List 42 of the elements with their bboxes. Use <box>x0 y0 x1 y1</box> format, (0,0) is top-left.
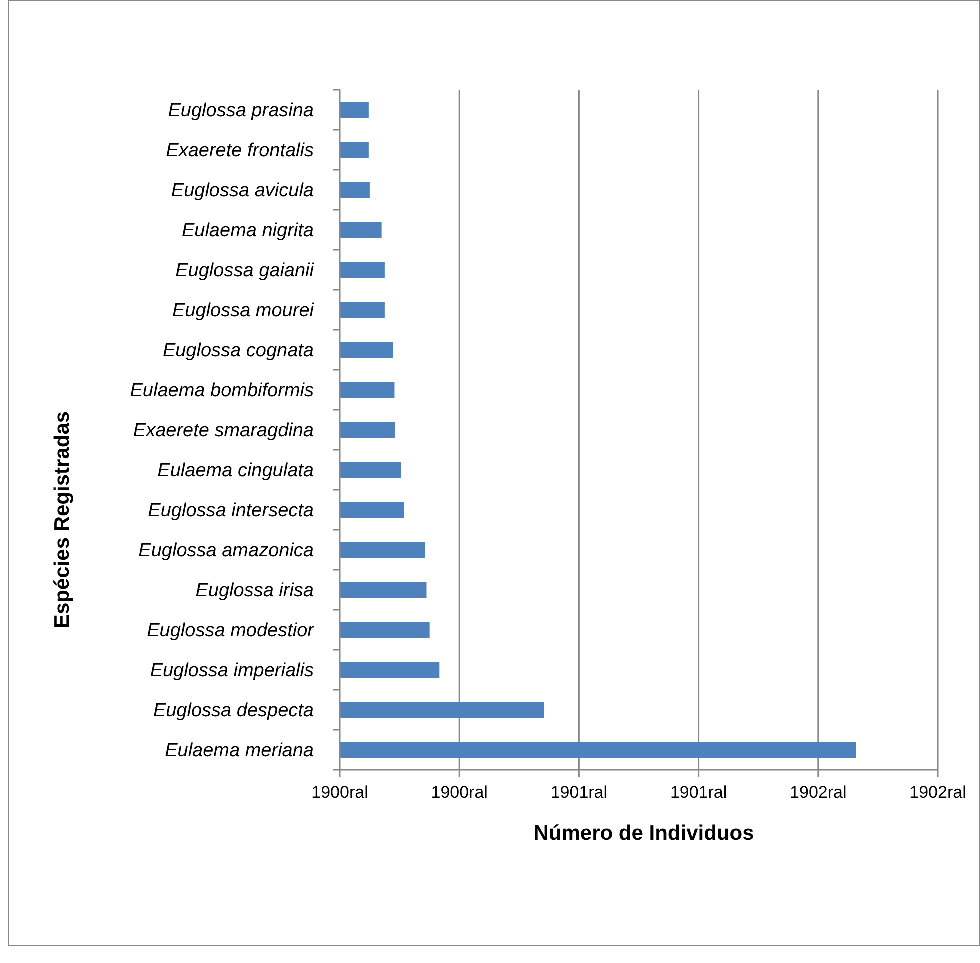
y-tick-label: Euglossa prasina <box>168 100 314 122</box>
y-tick-label: Euglossa irisa <box>196 580 314 602</box>
y-tick-label: Eulaema nigrita <box>182 220 314 242</box>
bar <box>340 622 430 638</box>
text: 1902ral <box>910 783 966 802</box>
y-tick-label: Exaerete smaragdina <box>133 420 314 442</box>
bar <box>340 102 369 118</box>
bar <box>340 182 370 198</box>
y-tick-label: Euglossa modestior <box>147 620 315 642</box>
bar <box>340 302 385 318</box>
y-tick-label: Euglossa amazonica <box>138 540 314 562</box>
text: 1901ral <box>550 783 608 802</box>
y-tick-label: Euglossa intersecta <box>148 500 314 522</box>
y-tick-label: Eulaema bombiformis <box>130 380 314 402</box>
text: 1901ral <box>670 783 728 802</box>
bar <box>340 502 404 518</box>
y-tick-label: Euglossa gaianii <box>176 260 315 282</box>
bar <box>340 582 427 598</box>
bar <box>340 742 856 758</box>
text: 1900ral <box>431 783 488 802</box>
y-tick-label: Exaerete frontalis <box>166 140 314 162</box>
y-tick-label: Euglossa despecta <box>153 700 314 722</box>
y-tick-label: Euglossa imperialis <box>150 660 314 682</box>
y-tick-label: Euglossa mourei <box>172 300 315 322</box>
bar <box>340 222 382 238</box>
bar <box>340 662 440 678</box>
y-tick-label: Eulaema cingulata <box>158 460 314 482</box>
y-axis-title: Espécies Registradas <box>51 411 74 629</box>
bar <box>340 382 395 398</box>
text: 1902ral <box>790 783 847 802</box>
bar <box>340 422 396 438</box>
x-axis-title: Número de Individuos <box>534 822 754 845</box>
bar <box>340 142 369 158</box>
bar <box>340 462 402 478</box>
bar <box>340 542 426 558</box>
bar <box>340 262 385 278</box>
bar <box>340 702 544 718</box>
text: 1900ral <box>312 783 368 802</box>
y-tick-label: Eulaema meriana <box>165 740 314 762</box>
y-tick-label: Euglossa cognata <box>162 340 314 362</box>
bar <box>340 342 394 358</box>
y-tick-label: Euglossa avicula <box>171 180 314 202</box>
